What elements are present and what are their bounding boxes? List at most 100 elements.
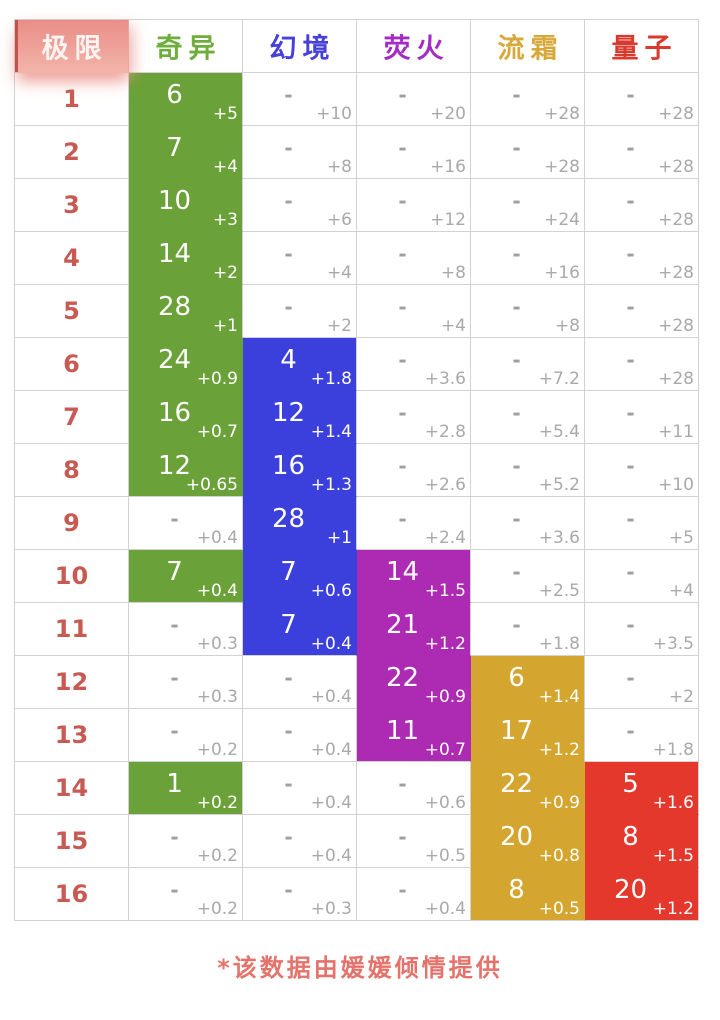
value-cell: - +0.4 [243, 762, 357, 815]
cell-value: 22 [499, 769, 534, 799]
cell-bonus: +4 [326, 263, 352, 283]
cell-value: 20 [613, 875, 648, 905]
empty-value-dash: - [398, 136, 407, 160]
cell-bonus: +8 [440, 263, 466, 283]
cell-bonus: +0.9 [538, 793, 580, 813]
value-cell: 20 +0.8 [471, 815, 585, 868]
cell-bonus: +0.4 [196, 528, 238, 548]
value-cell: 5 +1.6 [585, 762, 699, 815]
value-cell: 28 +1 [243, 497, 357, 550]
value-cell: - +6 [243, 179, 357, 232]
cell-value: 5 [622, 769, 639, 799]
column-header-green: 奇异 [129, 20, 243, 73]
empty-value-dash: - [626, 507, 635, 531]
cell-value: 7 [280, 557, 297, 587]
empty-value-dash: - [170, 666, 179, 690]
limit-cell: 3 [15, 179, 129, 232]
value-cell: 21 +1.2 [357, 603, 471, 656]
empty-value-dash: - [512, 560, 521, 584]
limit-number: 15 [54, 827, 89, 855]
empty-value-dash: - [398, 401, 407, 425]
value-cell: - +3.6 [471, 497, 585, 550]
value-cell: - +0.2 [129, 709, 243, 762]
footer-note: *该数据由媛媛倾情提供 [217, 954, 503, 982]
limit-number: 3 [63, 191, 80, 219]
limit-number: 11 [54, 615, 89, 643]
cell-bonus: +28 [658, 104, 694, 124]
limit-number: 16 [54, 880, 89, 908]
table-row: 13- +0.2- +0.4 11 +0.7 17 +1.2- +1.8 [15, 709, 699, 762]
cell-bonus: +0.4 [424, 899, 466, 919]
value-cell: - +4 [243, 232, 357, 285]
cell-bonus: +5 [212, 104, 238, 124]
limit-number: 6 [63, 350, 80, 378]
empty-value-dash: - [284, 878, 293, 902]
limit-cell: 5 [15, 285, 129, 338]
value-cell: - +28 [585, 126, 699, 179]
cell-bonus: +0.6 [424, 793, 466, 813]
value-cell: 28 +1 [129, 285, 243, 338]
limit-cell: 14 [15, 762, 129, 815]
empty-value-dash: - [626, 719, 635, 743]
cell-value: 11 [385, 716, 420, 746]
table-row: 7 16 +0.7 12 +1.4- +2.8- +5.4- +11 [15, 391, 699, 444]
empty-value-dash: - [512, 401, 521, 425]
empty-value-dash: - [626, 666, 635, 690]
value-cell: - +1.8 [585, 709, 699, 762]
value-cell: 14 +1.5 [357, 550, 471, 603]
value-cell: - +0.4 [243, 709, 357, 762]
cell-bonus: +4 [668, 581, 694, 601]
cell-bonus: +28 [544, 104, 580, 124]
cell-bonus: +2 [668, 687, 694, 707]
limit-number: 4 [63, 244, 80, 272]
empty-value-dash: - [512, 136, 521, 160]
cell-value: 7 [280, 610, 297, 640]
value-cell: - +8 [471, 285, 585, 338]
cell-bonus: +0.6 [310, 581, 352, 601]
cell-bonus: +0.4 [310, 740, 352, 760]
limit-number: 2 [63, 138, 80, 166]
value-cell: 14 +2 [129, 232, 243, 285]
cell-bonus: +5 [668, 528, 694, 548]
cell-bonus: +0.3 [196, 687, 238, 707]
limit-cell: 2 [15, 126, 129, 179]
cell-bonus: +2.5 [538, 581, 580, 601]
cell-value: 12 [271, 398, 306, 428]
empty-value-dash: - [626, 348, 635, 372]
value-cell: - +20 [357, 73, 471, 126]
value-cell: 11 +0.7 [357, 709, 471, 762]
limits-table: 极限 奇异 幻境 荧火 流霜 量子 1 6 +5- +10- +20- +28- +28 2 7 +4- +… [14, 19, 699, 921]
value-cell: - +0.6 [357, 762, 471, 815]
cell-bonus: +1.4 [538, 687, 580, 707]
cell-bonus: +0.65 [185, 475, 238, 495]
empty-value-dash: - [626, 560, 635, 584]
value-cell: - +0.5 [357, 815, 471, 868]
empty-value-dash: - [170, 878, 179, 902]
cell-value: 14 [385, 557, 420, 587]
cell-value: 7 [166, 557, 183, 587]
cell-value: 14 [157, 239, 192, 269]
empty-value-dash: - [398, 878, 407, 902]
limit-number: 12 [54, 668, 89, 696]
limit-number: 8 [63, 456, 80, 484]
empty-value-dash: - [626, 242, 635, 266]
empty-value-dash: - [626, 454, 635, 478]
cell-value: 22 [385, 663, 420, 693]
empty-value-dash: - [512, 189, 521, 213]
table-row: 5 28 +1 - +2 - +4 - +8 - +28 [15, 285, 699, 338]
cell-bonus: +3.6 [424, 369, 466, 389]
column-header-label: 荧火 [383, 33, 450, 65]
empty-value-dash: - [170, 613, 179, 637]
value-cell: - +28 [585, 232, 699, 285]
value-cell: - +2 [585, 656, 699, 709]
cell-bonus: +0.2 [196, 740, 238, 760]
cell-value: 20 [499, 822, 534, 852]
cell-bonus: +2 [326, 316, 352, 336]
empty-value-dash: - [512, 454, 521, 478]
limit-cell: 8 [15, 444, 129, 497]
value-cell: - +28 [471, 73, 585, 126]
value-cell: - +5.2 [471, 444, 585, 497]
table-row: 11- +0.3 7 +0.4 21 +1.2- +1.8- +3.5 [15, 603, 699, 656]
limit-number: 1 [63, 85, 80, 113]
cell-bonus: +1.6 [652, 793, 694, 813]
